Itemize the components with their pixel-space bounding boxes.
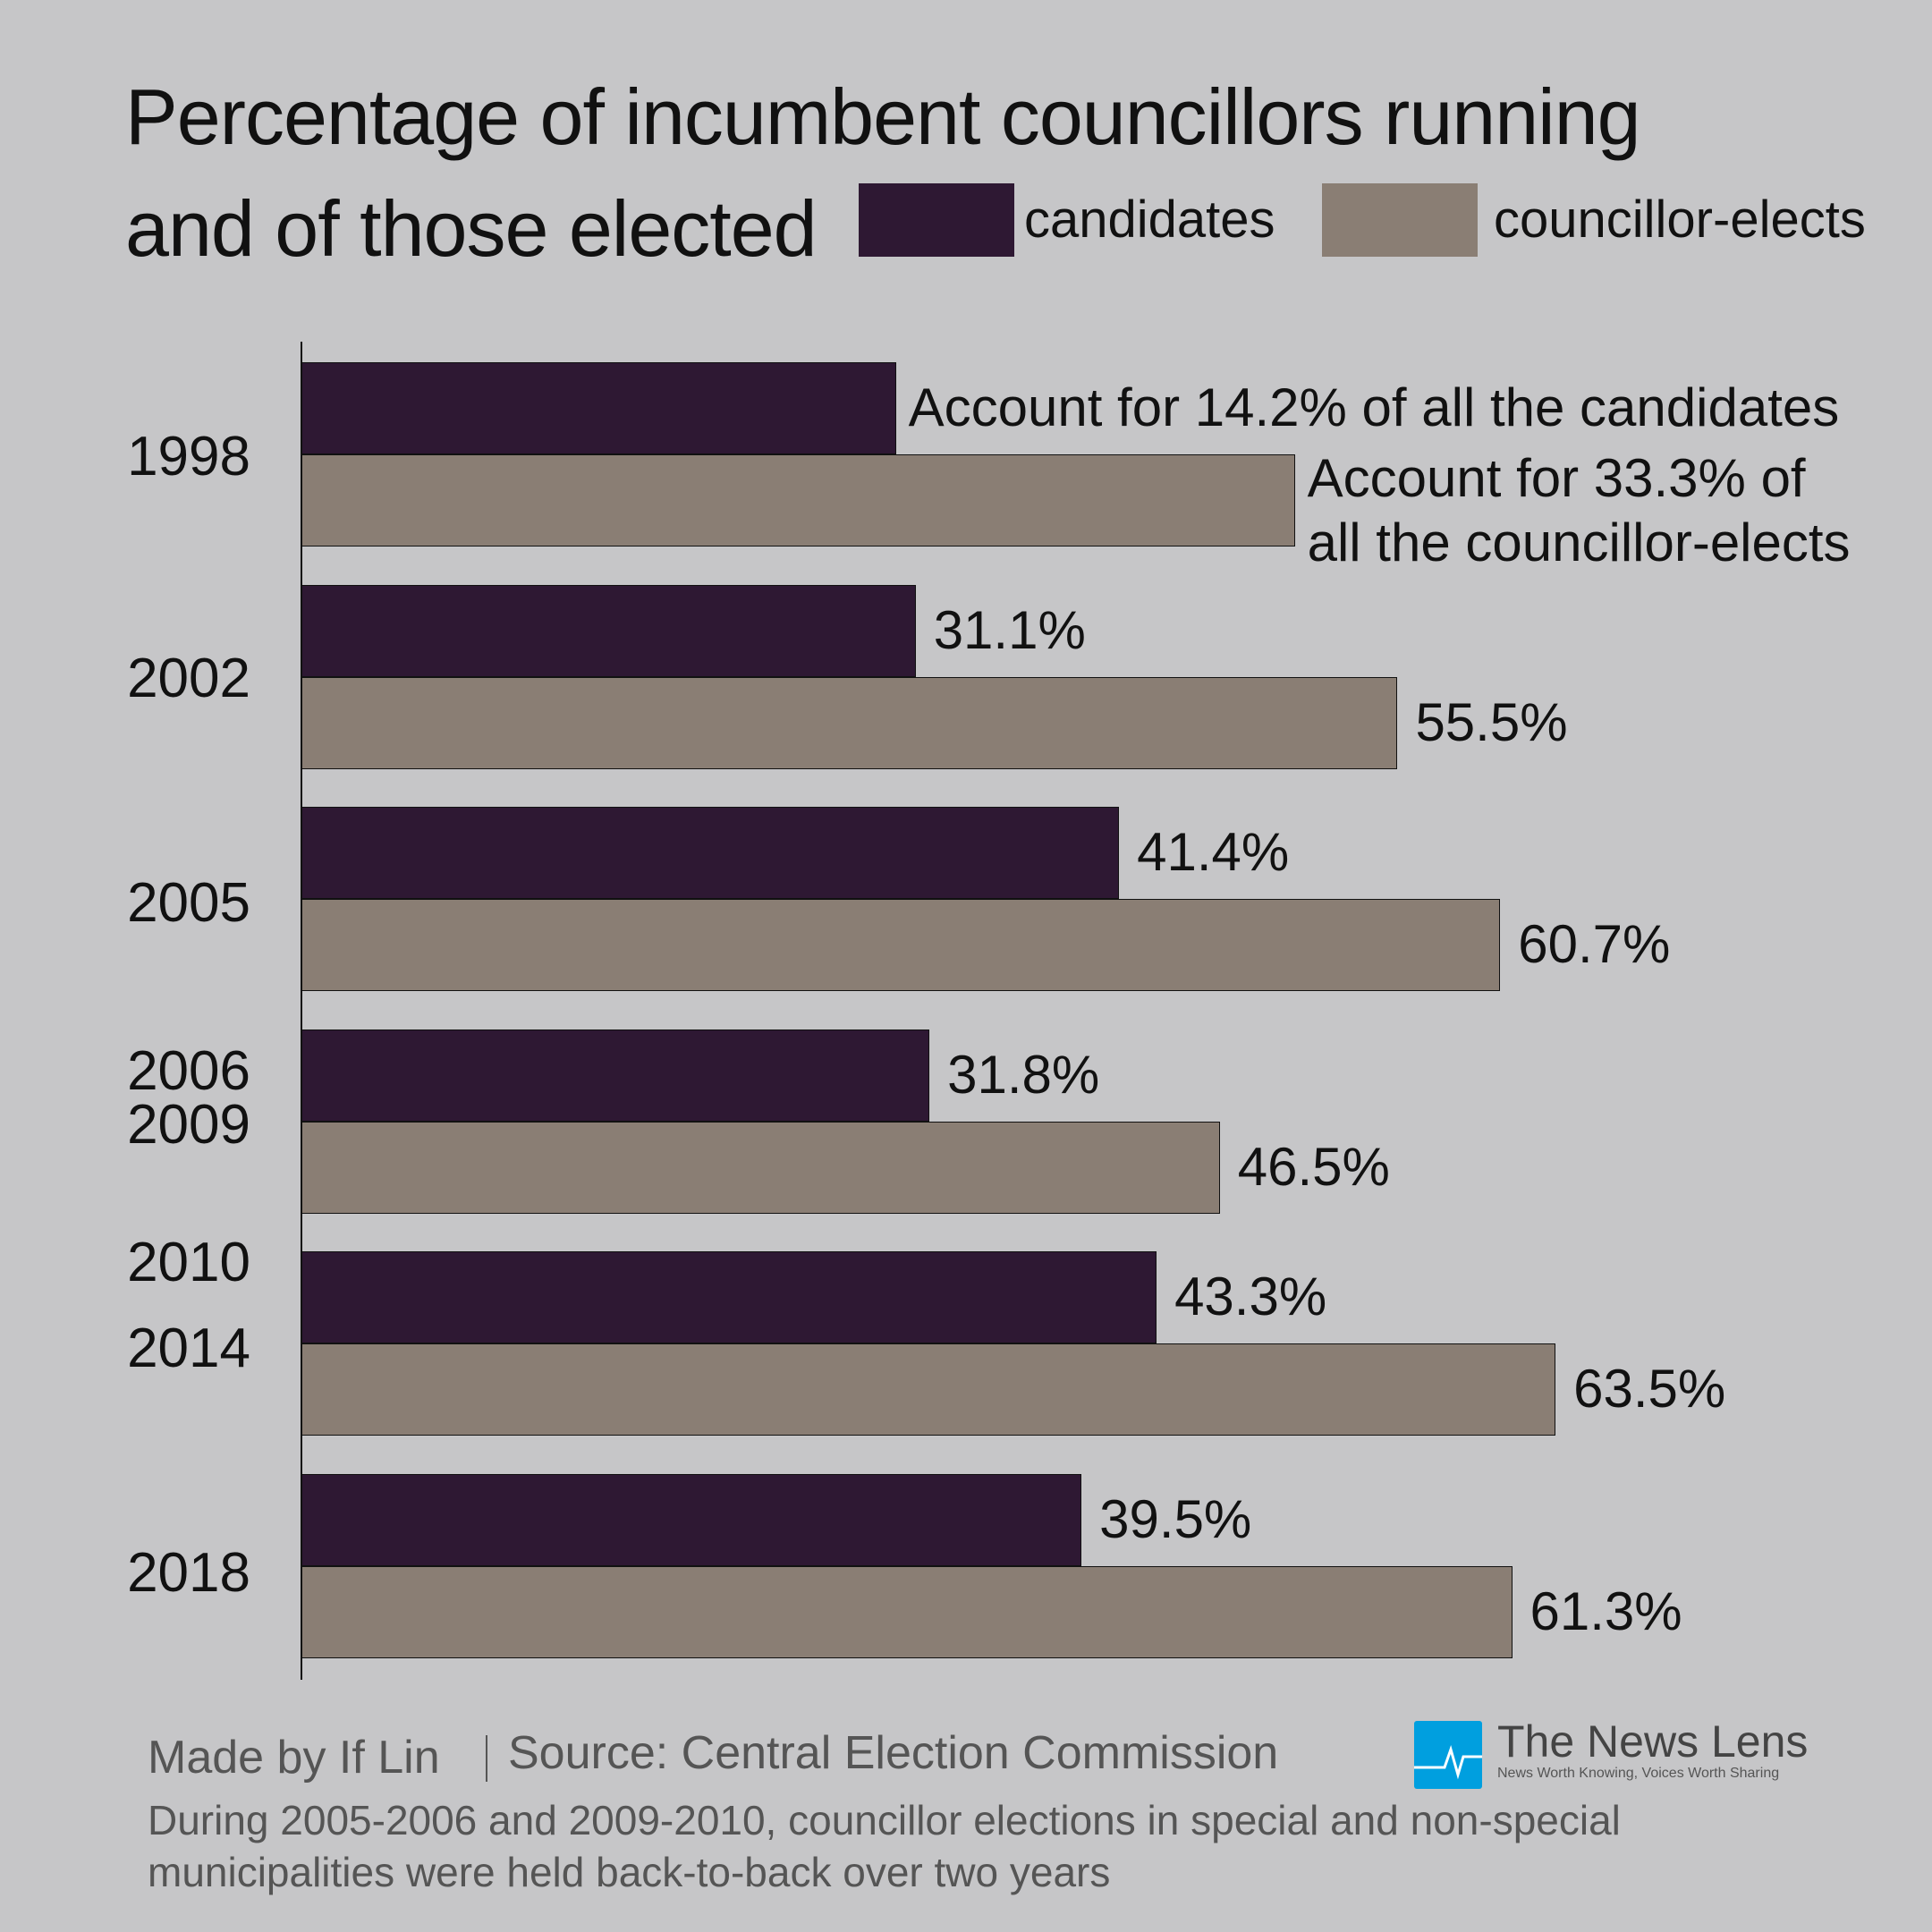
category-label: 2002 [127,648,250,709]
bar-candidates [301,807,1120,899]
category-label: 2006 [127,1040,250,1102]
bar-candidates [301,1029,930,1122]
data-label-councillor-elects: all the councillor-elects [1307,513,1851,572]
chart-title-line-1: Percentage of incumbent councillors runn… [125,72,1641,161]
data-label-councillor-elects: 61.3% [1530,1580,1682,1641]
chart-title-line-2: and of those elected [125,184,818,273]
heartbeat-icon [1414,1721,1482,1789]
data-label-candidates: 31.8% [947,1044,1100,1105]
data-label-councillor-elects: 55.5% [1415,691,1568,752]
bar-candidates [301,1251,1157,1343]
bar-candidates [301,1473,1082,1566]
data-label-candidates: 41.4% [1137,822,1290,882]
note-line-2: municipalities were held back-to-back ov… [148,1849,1111,1895]
category-label: 2014 [127,1318,250,1379]
category-label: 2009 [127,1094,250,1156]
data-label-councillor-elects: Account for 33.3% of [1307,448,1806,508]
data-label-councillor-elects: 60.7% [1518,914,1671,974]
bar-candidates [301,362,896,454]
source: Source: Central Election Commission [508,1727,1279,1779]
logo-name: The News Lens [1497,1716,1809,1767]
credit: Made by If Lin [148,1732,440,1784]
bar-councillor-elects [301,1121,1220,1214]
category-label: 2005 [127,872,250,934]
data-label-candidates: Account for 14.2% of all the candidates [908,377,1840,437]
legend-label-candidates: candidates [1024,191,1275,249]
category-label: 2018 [127,1542,250,1604]
bar-councillor-elects [301,454,1295,547]
bar-councillor-elects [301,1343,1556,1436]
legend-label-councillor-elects: councillor-elects [1494,191,1866,249]
bar-candidates [301,584,916,677]
legend-swatch-candidates [859,183,1014,257]
data-label-councillor-elects: 63.5% [1573,1359,1726,1419]
category-label: 2010 [127,1232,250,1293]
data-label-candidates: 43.3% [1174,1267,1327,1326]
bar-councillor-elects [301,899,1501,991]
data-label-councillor-elects: 46.5% [1237,1136,1390,1197]
y-axis-line [301,342,302,1680]
data-label-candidates: 31.1% [933,599,1086,660]
logo-tagline: News Worth Knowing, Voices Worth Sharing [1497,1766,1780,1781]
legend-swatch-councillor-elects [1322,183,1478,257]
bar-councillor-elects [301,676,1398,769]
note-line-1: During 2005-2006 and 2009-2010, councill… [148,1797,1621,1843]
footer-divider [486,1735,487,1782]
bar-councillor-elects [301,1565,1513,1658]
category-label: 1998 [127,426,250,487]
data-label-candidates: 39.5% [1099,1488,1252,1549]
